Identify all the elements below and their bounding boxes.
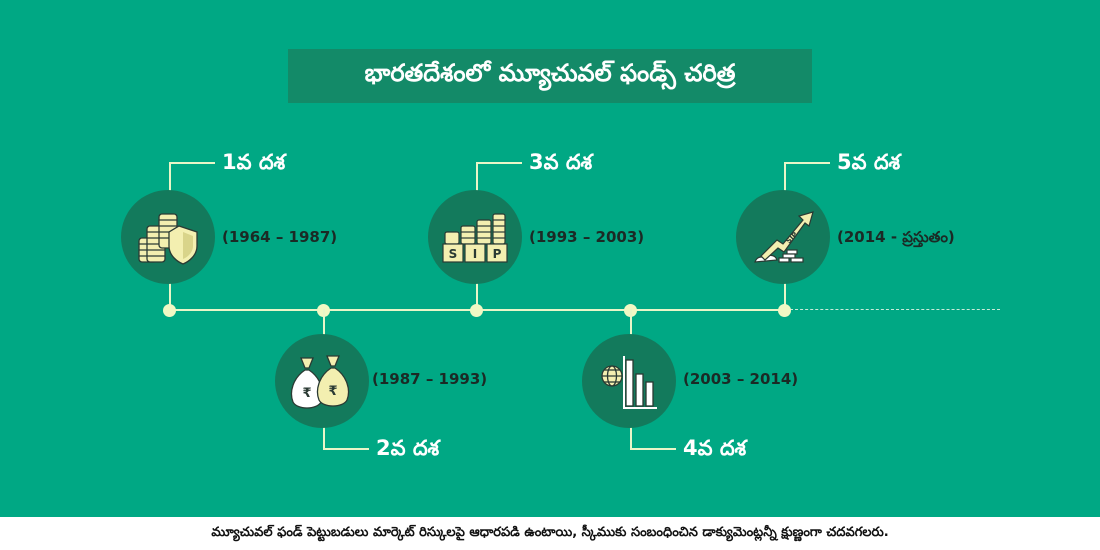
- timeline-future-dashed-line: [790, 309, 1000, 310]
- sip-growth-arrow-icon: SIP: [754, 211, 814, 263]
- era-5-years: (2014 - ప్రస్తుతం): [837, 228, 955, 246]
- era-5-timeline-dot: [778, 304, 791, 317]
- sip-letter-s: S: [449, 247, 458, 261]
- sip-letter-p: P: [493, 247, 502, 261]
- era-1-connector-horizontal: [169, 162, 215, 164]
- era-1-label: 1వ దశ: [222, 150, 286, 174]
- era-4-label: 4వ దశ: [683, 436, 747, 460]
- era-1-timeline-dot: [163, 304, 176, 317]
- infographic-canvas: భారతదేశంలో మ్యూచువల్ ఫండ్స్ చరిత్ర 1వ దశ…: [121, 49, 1000, 460]
- sip-blocks-icon: S I P: [442, 213, 508, 263]
- era-4-years: (2003 – 2014): [683, 370, 799, 388]
- era-3-connector-horizontal: [476, 162, 522, 164]
- era-1-years: (1964 – 1987): [222, 228, 338, 246]
- era-4-icon-circle: [582, 334, 676, 428]
- era-5-connector-horizontal: [784, 162, 830, 164]
- era-2-label: 2వ దశ: [376, 436, 440, 460]
- coins-shield-icon: [138, 213, 198, 265]
- era-2-connector-horizontal: [323, 448, 369, 450]
- era-4-connector-horizontal: [630, 448, 676, 450]
- era-5-icon-circle: SIP: [736, 190, 830, 284]
- era-1-icon-circle: [121, 190, 215, 284]
- era-2-icon-circle: ₹ ₹: [275, 334, 369, 428]
- disclaimer-footer: మ్యూచువల్ ఫండ్ పెట్టుబడులు మార్కెట్ రిస్…: [0, 517, 1100, 550]
- era-3-icon-circle: S I P: [428, 190, 522, 284]
- money-bags-icon: ₹ ₹: [290, 355, 350, 409]
- page-title: భారతదేశంలో మ్యూచువల్ ఫండ్స్ చరిత్ర: [288, 49, 812, 103]
- era-5-label: 5వ దశ: [837, 150, 901, 174]
- era-3-timeline-dot: [470, 304, 483, 317]
- era-3-label: 3వ దశ: [529, 150, 593, 174]
- sip-letter-i: I: [473, 247, 477, 261]
- rupee-symbol-left: ₹: [302, 386, 311, 401]
- era-3-years: (1993 – 2003): [529, 228, 645, 246]
- rupee-symbol-right: ₹: [328, 384, 337, 399]
- globe-bar-chart-icon: [601, 356, 657, 409]
- era-2-years: (1987 – 1993): [372, 370, 488, 388]
